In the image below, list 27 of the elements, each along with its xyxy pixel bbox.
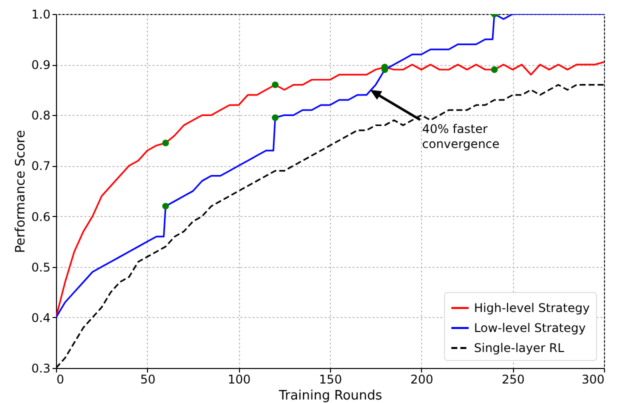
y-tick-label: 0.3 <box>31 362 50 376</box>
legend-label: Single-layer RL <box>474 341 564 355</box>
y-tick-label: 0.4 <box>31 310 50 325</box>
x-tick-label: 150 <box>319 372 342 386</box>
annotation: 40% faster convergence <box>422 122 500 151</box>
legend-label: High-level Strategy <box>474 301 590 315</box>
x-tick-label: 50 <box>140 372 156 386</box>
point <box>272 114 279 122</box>
x-tick-label: 0 <box>56 372 64 386</box>
y-tick-label: 0.8 <box>31 108 50 123</box>
x-tick-label: 300 <box>582 372 604 386</box>
legend-label: Low-level Strategy <box>474 321 586 335</box>
line-series <box>56 61 604 318</box>
y-tick-label: 1.0 <box>31 8 50 22</box>
point <box>491 66 498 73</box>
point <box>272 81 279 88</box>
y-axis-title: Performance Score <box>13 130 28 253</box>
point <box>162 140 169 146</box>
x-tick-label: 250 <box>502 372 525 386</box>
x-tick-label: 100 <box>228 372 251 386</box>
x-axis-title: Training Rounds <box>278 388 382 403</box>
y-tick-label: 0.6 <box>31 210 50 224</box>
y-tick-label: 0.9 <box>31 58 50 72</box>
point <box>162 202 169 210</box>
x-tick-label: 200 <box>410 372 434 386</box>
y-tick-label: 0.5 <box>31 260 50 274</box>
y-tick-label: 0.7 <box>31 159 50 174</box>
